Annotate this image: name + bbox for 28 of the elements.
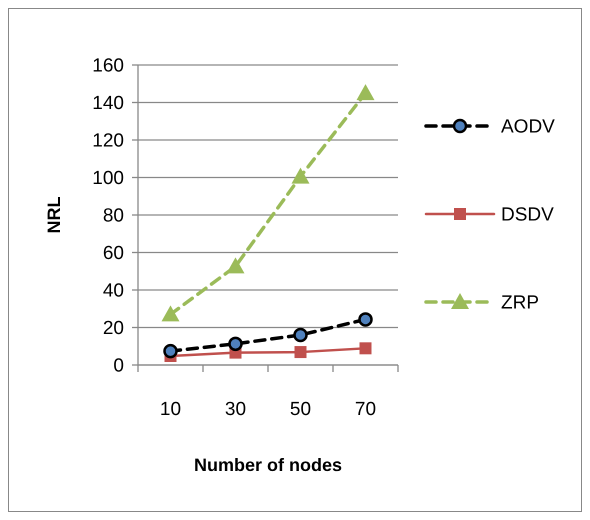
point [358,312,373,327]
point [293,328,308,342]
legend-label: AODV [501,116,556,138]
point [294,346,306,358]
y-tick-label: 40 [102,280,124,302]
point [292,168,310,184]
legend-label: DSDV [501,204,554,226]
point [162,305,180,322]
x-tick-label: 10 [160,399,182,420]
y-tick-label: 100 [92,168,124,190]
y-axis-title: NRL [44,196,64,234]
point [163,344,178,358]
x-tick-label: 30 [224,399,246,420]
x-axis-title: Number of nodes [194,455,342,475]
y-tick-label: 140 [92,93,124,114]
point [360,342,372,354]
y-tick-label: 20 [102,318,124,340]
x-tick-label: 70 [354,399,376,420]
legend-label: ZRP [501,292,539,314]
point [226,257,244,274]
y-tick-label: 60 [102,243,124,264]
y-tick-label: 160 [92,56,124,77]
y-tick-label: 80 [102,206,124,227]
y-tick-label: 120 [92,130,124,152]
y-tick-label: 0 [113,356,124,377]
point [356,84,374,100]
point [228,336,243,352]
x-tick-label: 50 [290,399,312,420]
